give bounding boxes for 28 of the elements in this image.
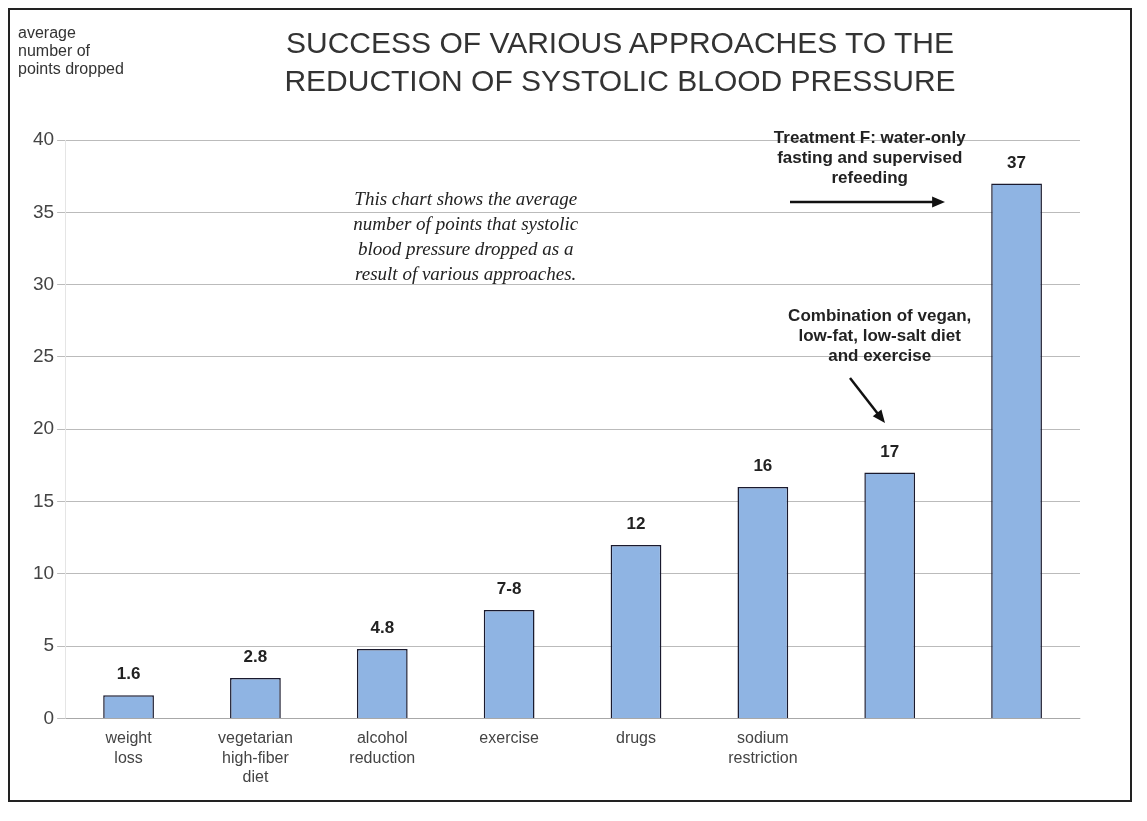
x-tick-label: exercise [479, 729, 540, 747]
data-label: 12 [626, 514, 646, 534]
y-tick-label: 20 [32, 417, 55, 439]
y-axis-title: average number of points dropped [18, 24, 125, 78]
data-label: 7-8 [496, 579, 522, 599]
annotation: Treatment F: water-only fasting and supervised refeeding [773, 128, 967, 188]
data-label: 1.6 [116, 664, 141, 684]
y-tick-label: 40 [32, 128, 55, 150]
y-tick-label: 0 [43, 706, 55, 728]
x-tick-label: sodium restriction [728, 729, 798, 766]
data-label: 37 [1007, 152, 1027, 172]
data-label: 4.8 [370, 618, 395, 638]
y-tick-label: 10 [32, 562, 55, 584]
y-tick-label: 5 [43, 634, 55, 656]
x-tick-label: vegetarian high-fiber diet [218, 729, 293, 785]
x-tick-label: weight loss [104, 729, 153, 766]
x-tick-label: alcohol reduction [349, 729, 416, 766]
annotation: This chart shows the average number of points that systolic blood pressure dropped as a result of various approaches. [353, 187, 579, 284]
annotation: Combination of vegan, low-fat, low-salt diet and exercise [788, 306, 972, 366]
chart-title: SUCCESS OF VARIOUS APPROACHES TO THE REDUCTION OF SYSTOLIC BLOOD PRESSURE [283, 25, 957, 99]
y-tick-label: 30 [32, 272, 55, 294]
x-tick-label: drugs [615, 729, 657, 747]
data-label: 2.8 [243, 647, 268, 667]
y-tick-label: 15 [32, 489, 55, 511]
data-label: 16 [753, 456, 773, 476]
y-tick-label: 35 [32, 200, 55, 222]
y-tick-label: 25 [32, 345, 55, 367]
data-label: 17 [880, 441, 900, 461]
